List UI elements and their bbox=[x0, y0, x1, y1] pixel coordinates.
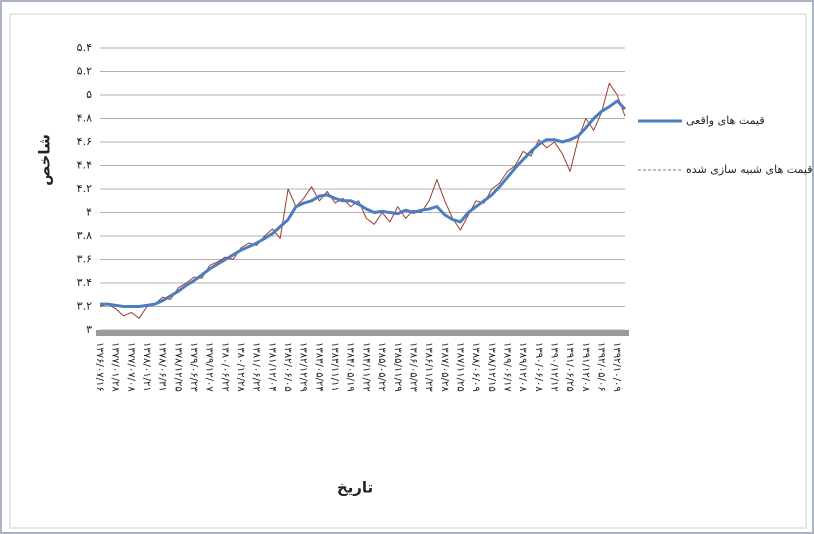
legend-label: قیمت های واقعی bbox=[686, 114, 765, 127]
y-tick-label: ۳.۴ bbox=[77, 276, 92, 289]
y-tick-label: ۳ bbox=[86, 323, 92, 336]
y-tick-label: ۵.۴ bbox=[77, 41, 92, 54]
x-tick-label: ۱۳۷۷/۰۷/۰۸ bbox=[125, 342, 136, 392]
y-tick-label: ۴.۴ bbox=[77, 159, 92, 172]
x-tick-label: ۱۳۹۱/۱۲/۰۸ bbox=[580, 342, 591, 392]
x-tick-label: ۱۳۸۸/۰۶/۰۹ bbox=[470, 342, 481, 392]
x-axis-band bbox=[96, 330, 629, 336]
x-tick-label: ۱۳۷۸/۰۶/۳۱ bbox=[157, 342, 168, 392]
x-tick-label: ۱۳۹۱/۰۶/۲۵ bbox=[564, 342, 575, 392]
x-tick-label: ۱۳۷۷/۰۱/۲۸ bbox=[110, 342, 121, 392]
x-tick-label: ۱۳۹۲/۰۵/۰۶ bbox=[595, 342, 606, 392]
x-tick-label: ۱۳۹۰/۰۶/۰۸ bbox=[533, 342, 544, 392]
series-line bbox=[100, 99, 627, 308]
x-tick-label: ۱۳۸۱/۱۲/۰۴ bbox=[266, 342, 277, 392]
x-tick-label: ۱۳۸۵/۰۵/۲۲ bbox=[376, 342, 387, 392]
x-tick-label: ۱۳۸۲/۰۶/۰۵ bbox=[282, 342, 293, 392]
x-tick-label: ۱۳۸۲/۱۲/۲۹ bbox=[298, 342, 309, 392]
y-tick-label: ۴.۶ bbox=[77, 135, 92, 148]
y-tick-label: ۳.۲ bbox=[77, 300, 92, 313]
x-tick-label: ۱۳۷۹/۱۲/۰۷ bbox=[204, 342, 215, 392]
x-tick-label: ۱۳۸۰/۱۲/۲۸ bbox=[235, 342, 246, 392]
y-tick-label: ۳.۶ bbox=[77, 253, 92, 266]
legend-label: قیمت های شبیه سازی شده bbox=[686, 163, 812, 176]
y-tick-label: ۵.۲ bbox=[77, 65, 92, 78]
x-tick-label: ۱۳۸۴/۰۵/۱۹ bbox=[345, 342, 356, 392]
x-tick-label: ۱۳۸۸/۱۲/۱۵ bbox=[486, 342, 497, 392]
series-line bbox=[99, 82, 626, 319]
x-tick-label: ۱۳۸۳/۰۵/۲۴ bbox=[313, 342, 324, 392]
x-tick-label: ۱۳۸۴/۱۱/۲۲ bbox=[360, 342, 371, 392]
y-tick-label: ۵ bbox=[86, 88, 92, 101]
x-tick-label: ۱۳۸۷/۱۱/۲۵ bbox=[454, 342, 465, 392]
x-tick-label: ۱۳۹۰/۱۲/۱۲ bbox=[548, 342, 559, 392]
y-axis-title: شاخص bbox=[36, 134, 54, 186]
y-tick-label: ۴ bbox=[86, 206, 92, 219]
x-tick-label: ۱۳۸۹/۱۲/۰۸ bbox=[517, 342, 528, 392]
x-tick-label: ۱۳۹۲/۱۰/۰۹ bbox=[611, 342, 622, 392]
x-tick-label: ۱۳۷۶/۰۷/۱۶ bbox=[94, 342, 105, 392]
x-tick-label: ۱۳۷۹/۰۶/۲۳ bbox=[188, 342, 199, 392]
x-tick-label: ۱۳۸۱/۰۶/۲۲ bbox=[251, 342, 262, 392]
x-tick-label: ۱۳۸۶/۰۵/۲۳ bbox=[407, 342, 418, 392]
x-tick-label: ۱۳۸۳/۱۱/۱۱ bbox=[329, 342, 340, 392]
y-tick-label: ۳.۸ bbox=[77, 229, 92, 242]
x-tick-label: ۱۳۷۸/۰۱/۲۱ bbox=[141, 342, 152, 392]
x-tick-label: ۱۳۸۹/۰۶/۱۷ bbox=[501, 342, 512, 392]
chart-area bbox=[9, 13, 807, 529]
x-axis-title: تاریخ bbox=[337, 479, 373, 497]
y-tick-label: ۴.۸ bbox=[77, 112, 92, 125]
x-tick-label: ۱۳۸۵/۱۱/۲۹ bbox=[392, 342, 403, 392]
x-tick-label: ۱۳۸۰/۰۶/۲۲ bbox=[219, 342, 230, 392]
x-tick-label: ۱۳۸۶/۱۱/۲۳ bbox=[423, 342, 434, 392]
x-tick-label: ۱۳۸۷/۰۵/۲۸ bbox=[439, 342, 450, 392]
y-tick-label: ۴.۲ bbox=[77, 182, 92, 195]
x-tick-label: ۱۳۷۸/۱۲/۲۵ bbox=[172, 342, 183, 392]
